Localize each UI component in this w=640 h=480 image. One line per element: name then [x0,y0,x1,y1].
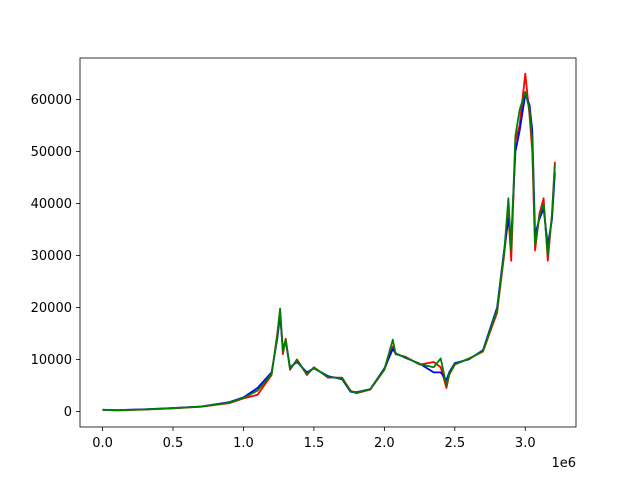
x-tick-label: 2.0 [374,436,395,451]
y-tick-label: 20000 [31,301,72,316]
y-tick-label: 50000 [31,145,72,160]
series-line-2 [102,93,556,412]
y-tick-label: 30000 [31,249,72,264]
y-tick-label: 60000 [31,93,72,108]
x-tick-label: 0.5 [163,436,184,451]
x-tick-label: 0.0 [92,436,113,451]
series-line-1 [102,72,556,412]
y-tick-label: 10000 [31,353,72,368]
x-tick-label: 2.5 [444,436,465,451]
x-tick-label: 1.0 [233,436,254,451]
series-line-3 [102,90,556,412]
x-tick-label: 3.0 [515,436,536,451]
y-axis: 0 10000 20000 30000 40000 50000 60000 [31,93,80,420]
plot-lines [102,72,556,412]
x-axis-offset-label: 1e6 [551,456,576,471]
x-axis: 0.0 0.5 1.0 1.5 2.0 2.5 3.0 [92,427,536,451]
x-tick-label: 1.5 [304,436,325,451]
y-tick-label: 0 [64,405,72,420]
y-tick-label: 40000 [31,197,72,212]
plot-frame [79,57,577,428]
